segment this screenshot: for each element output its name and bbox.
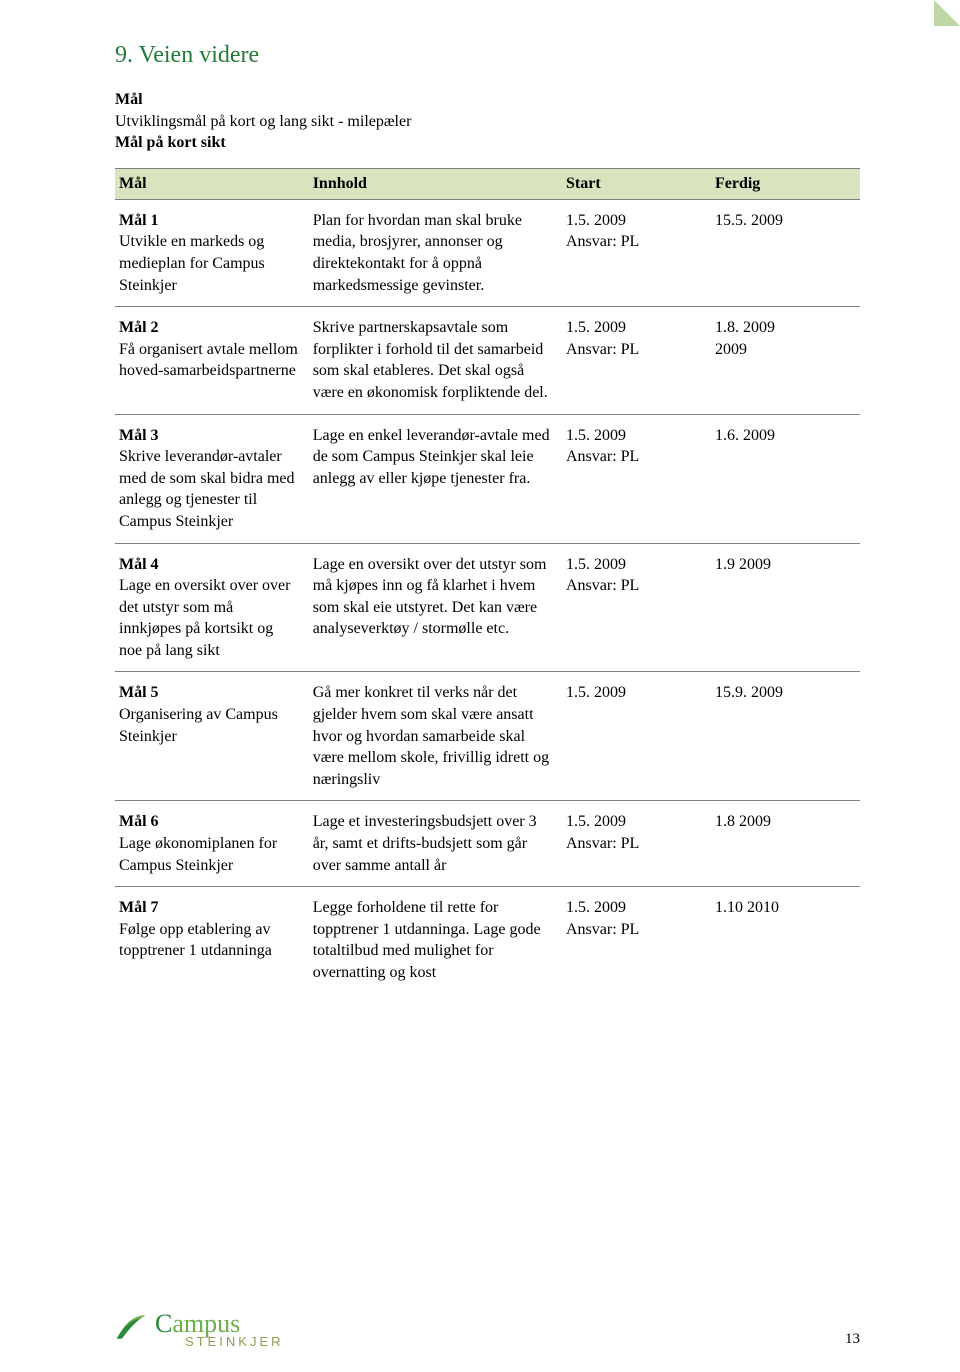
col-header-ferdig: Ferdig <box>711 168 860 199</box>
cell-ferdig: 1.10 2010 <box>711 887 860 993</box>
cell-mal: Mål 2Få organisert avtale mellom hoved-s… <box>115 307 309 414</box>
page: 9. Veien videre Mål Utviklingsmål på kor… <box>0 0 960 1372</box>
goal-desc: Lage en oversikt over over det utstyr so… <box>119 577 290 659</box>
goal-desc: Utvikle en markeds og medieplan for Camp… <box>119 233 265 293</box>
goals-table-head: Mål Innhold Start Ferdig <box>115 168 860 199</box>
cell-start: 1.5. 2009Ansvar: PL <box>562 801 711 886</box>
table-row: Mål 3Skrive leverandør-avtaler med de so… <box>115 415 860 543</box>
intro-line-2: Utviklingsmål på kort og lang sikt - mil… <box>115 113 411 130</box>
cell-innhold: Lage en enkel leverandør-avtale med de s… <box>309 415 562 543</box>
col-header-start: Start <box>562 168 711 199</box>
section-title: 9. Veien videre <box>115 42 860 69</box>
logo-text: Campus STEINKJER <box>155 1311 284 1348</box>
goal-desc: Få organisert avtale mellom hoved-samarb… <box>119 341 298 380</box>
logo-word-steinkjer: STEINKJER <box>185 1335 284 1348</box>
cell-ferdig: 1.6. 2009 <box>711 415 860 543</box>
logo-cap: C <box>155 1309 172 1338</box>
intro-bold-1: Mål <box>115 91 143 108</box>
cell-mal: Mål 6Lage økonomiplanen for Campus Stein… <box>115 801 309 886</box>
table-row: Mål 4Lage en oversikt over over det utst… <box>115 544 860 672</box>
cell-ferdig: 15.9. 2009 <box>711 672 860 800</box>
table-row: Mål 6Lage økonomiplanen for Campus Stein… <box>115 801 860 886</box>
goal-desc: Organisering av Campus Steinkjer <box>119 706 278 745</box>
cell-start: 1.5. 2009 <box>562 672 711 800</box>
cell-mal: Mål 4Lage en oversikt over over det utst… <box>115 544 309 672</box>
goal-label: Mål 5 <box>119 682 299 704</box>
goal-label: Mål 2 <box>119 317 299 339</box>
goals-table-body: Mål 1Utvikle en markeds og medieplan for… <box>115 199 860 993</box>
campus-logo: Campus STEINKJER <box>115 1311 860 1348</box>
cell-mal: Mål 1Utvikle en markeds og medieplan for… <box>115 199 309 306</box>
corner-fold <box>934 0 960 26</box>
table-row: Mål 5Organisering av Campus SteinkjerGå … <box>115 672 860 800</box>
footer: Campus STEINKJER 13 <box>115 1311 860 1348</box>
cell-innhold: Plan for hvordan man skal bruke media, b… <box>309 199 562 306</box>
cell-ferdig: 1.8 2009 <box>711 801 860 886</box>
cell-innhold: Gå mer konkret til verks når det gjelder… <box>309 672 562 800</box>
col-header-mal: Mål <box>115 168 309 199</box>
cell-mal: Mål 3Skrive leverandør-avtaler med de so… <box>115 415 309 543</box>
goals-table: Mål Innhold Start Ferdig Mål 1Utvikle en… <box>115 168 860 994</box>
table-row: Mål 2Få organisert avtale mellom hoved-s… <box>115 307 860 414</box>
goal-label: Mål 6 <box>119 811 299 833</box>
cell-start: 1.5. 2009Ansvar: PL <box>562 544 711 672</box>
goal-label: Mål 7 <box>119 897 299 919</box>
goal-label: Mål 1 <box>119 210 299 232</box>
cell-mal: Mål 7Følge opp etablering av topptrener … <box>115 887 309 993</box>
cell-start: 1.5. 2009Ansvar: PL <box>562 307 711 414</box>
goal-desc: Følge opp etablering av topptrener 1 utd… <box>119 921 272 960</box>
intro-block: Mål Utviklingsmål på kort og lang sikt -… <box>115 89 860 154</box>
cell-ferdig: 15.5. 2009 <box>711 199 860 306</box>
goal-desc: Lage økonomiplanen for Campus Steinkjer <box>119 835 277 874</box>
goal-label: Mål 4 <box>119 554 299 576</box>
intro-bold-3: Mål på kort sikt <box>115 134 226 151</box>
cell-start: 1.5. 2009Ansvar: PL <box>562 887 711 993</box>
cell-innhold: Lage en oversikt over det utstyr som må … <box>309 544 562 672</box>
goal-label: Mål 3 <box>119 425 299 447</box>
cell-ferdig: 1.9 2009 <box>711 544 860 672</box>
goal-desc: Skrive leverandør-avtaler med de som ska… <box>119 448 295 530</box>
col-header-innhold: Innhold <box>309 168 562 199</box>
cell-ferdig: 1.8. 20092009 <box>711 307 860 414</box>
cell-start: 1.5. 2009Ansvar: PL <box>562 415 711 543</box>
table-row: Mål 1Utvikle en markeds og medieplan for… <box>115 199 860 306</box>
cell-innhold: Skrive partnerskapsavtale som forplikter… <box>309 307 562 414</box>
swoosh-icon <box>115 1311 149 1341</box>
table-row: Mål 7Følge opp etablering av topptrener … <box>115 887 860 993</box>
page-number: 13 <box>845 1331 860 1348</box>
goals-header-row: Mål Innhold Start Ferdig <box>115 168 860 199</box>
cell-innhold: Lage et investeringsbudsjett over 3 år, … <box>309 801 562 886</box>
cell-innhold: Legge forholdene til rette for topptrene… <box>309 887 562 993</box>
cell-start: 1.5. 2009Ansvar: PL <box>562 199 711 306</box>
cell-mal: Mål 5Organisering av Campus Steinkjer <box>115 672 309 800</box>
